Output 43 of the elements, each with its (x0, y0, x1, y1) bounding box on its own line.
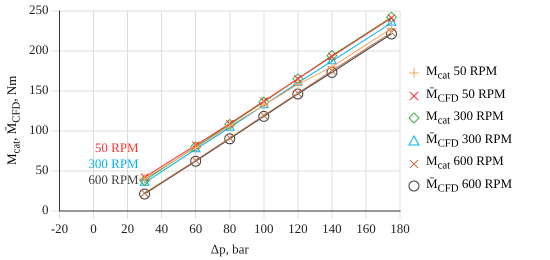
y-tick-label: 200 (29, 42, 48, 58)
legend-label: M̄$_{CFD}$ 600 RPM (426, 174, 512, 197)
point (192, 141, 200, 150)
x-axis-title: Δp, bar (210, 242, 250, 257)
legend-label: M̄$_{CFD}$ 300 RPM (426, 130, 512, 152)
point (292, 78, 304, 90)
x-tick-label: 0 (90, 221, 97, 236)
legend-label: M$_{cat}$ 600 RPM (426, 152, 504, 174)
point (386, 17, 396, 26)
point (327, 56, 337, 64)
x-tick-label: -20 (50, 221, 68, 236)
y-tick-label: 0 (42, 202, 48, 218)
point (386, 22, 397, 34)
x-tick-label: 20 (121, 221, 134, 236)
point (328, 66, 336, 75)
x-tick-label: 60 (189, 221, 202, 236)
point (140, 173, 149, 182)
point (258, 100, 270, 111)
y-tick-label: 100 (29, 122, 48, 138)
point (190, 156, 202, 167)
point (293, 77, 303, 86)
x-tick-label: 80 (223, 221, 236, 236)
legend-label: M$_{cat}$ 300 RPM (426, 107, 504, 129)
y-tick-label: 250 (29, 2, 48, 18)
point (326, 61, 338, 72)
point (192, 156, 200, 164)
annotation: 50 RPM (94, 140, 140, 156)
point (386, 28, 397, 40)
legend-label: M$_{cat}$ 50 RPM (426, 62, 498, 84)
point (326, 66, 338, 78)
point (258, 100, 269, 108)
y-tick-label: 150 (29, 82, 48, 98)
x-tick-label: 140 (322, 221, 342, 236)
annotation: 300 RPM (88, 156, 140, 172)
x-tick-label: 40 (155, 221, 168, 236)
y-tick-label: 50 (36, 162, 48, 178)
x-tick-label: 100 (254, 221, 274, 236)
point (387, 28, 396, 36)
x-tick-label: 120 (288, 221, 308, 236)
x-tick-label: 180 (390, 221, 410, 236)
legend-label: M̄$_{CFD}$ 50 RPM (426, 84, 506, 106)
x-tick-label: 160 (356, 221, 376, 236)
annotation: 600 RPM (88, 172, 140, 188)
